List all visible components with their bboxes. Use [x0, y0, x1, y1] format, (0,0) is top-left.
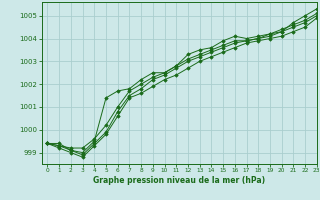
- X-axis label: Graphe pression niveau de la mer (hPa): Graphe pression niveau de la mer (hPa): [93, 176, 265, 185]
